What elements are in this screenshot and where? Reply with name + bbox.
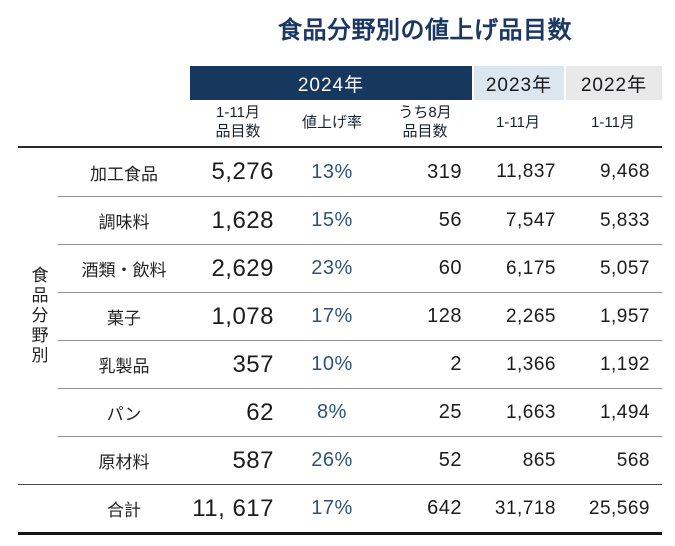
items-2024-cell: 2,629 <box>190 244 286 292</box>
items-2023-cell: 31,718 <box>472 484 564 532</box>
rate-2024-cell: 26% <box>286 436 378 484</box>
items-2023-cell: 11,837 <box>496 161 556 182</box>
category-cell: 加工食品 <box>90 164 158 184</box>
rate-2024-cell: 8% <box>286 388 378 436</box>
items-2023-cell: 1,663 <box>472 388 564 436</box>
items-2024-cell: 587 <box>190 436 286 484</box>
band-spacer <box>18 66 190 100</box>
items-2024-cell: 11, 617 <box>190 484 286 532</box>
aug-2024-cell: 319 <box>427 160 462 183</box>
items-2022-cell: 9,468 <box>599 161 650 182</box>
aug-2024-cell: 25 <box>378 388 472 436</box>
category-cell: 原材料 <box>58 436 190 484</box>
category-cell: 菓子 <box>58 292 190 340</box>
year-band-2024: 2024年 <box>190 66 472 100</box>
rate-2024-cell: 10% <box>286 340 378 388</box>
rate-2024-cell: 13% <box>311 160 353 183</box>
col-header-aug-2024: うち8月 品目数 <box>378 100 472 148</box>
aug-2024-cell: 642 <box>378 484 472 532</box>
aug-2024-cell: 128 <box>378 292 472 340</box>
rate-2024-cell: 23% <box>286 244 378 292</box>
items-2023-cell: 865 <box>472 436 564 484</box>
items-2022-cell: 1,957 <box>564 292 662 340</box>
category-cell: パン <box>58 388 190 436</box>
category-cell: 合計 <box>58 484 190 532</box>
items-2022-cell: 568 <box>564 436 662 484</box>
col-header-items-2023: 1-11月 <box>472 100 564 148</box>
year-band-2022: 2022年 <box>564 66 662 100</box>
items-2023-cell: 7,547 <box>472 196 564 244</box>
page-title: 食品分野別の値上げ品目数 <box>278 17 572 44</box>
col-header-rate-2024: 値上げ率 <box>286 100 378 148</box>
category-cell: 乳製品 <box>58 340 190 388</box>
aug-2024-cell: 52 <box>378 436 472 484</box>
row-group-label: 食品分野別 <box>28 266 48 366</box>
total-row-left-filler <box>18 484 58 532</box>
items-2022-cell: 5,057 <box>564 244 662 292</box>
aug-2024-cell: 2 <box>378 340 472 388</box>
items-2024-cell: 5,276 <box>211 158 274 185</box>
items-2022-cell: 1,192 <box>564 340 662 388</box>
col-header-items-2022: 1-11月 <box>564 100 662 148</box>
items-2024-cell: 62 <box>190 388 286 436</box>
aug-2024-cell: 60 <box>378 244 472 292</box>
items-2024-cell: 357 <box>190 340 286 388</box>
items-2022-cell: 5,833 <box>564 196 662 244</box>
subheader-spacer <box>18 100 190 148</box>
category-cell: 調味料 <box>58 196 190 244</box>
items-2022-cell: 25,569 <box>564 484 662 532</box>
items-2023-cell: 6,175 <box>472 244 564 292</box>
items-2024-cell: 1,628 <box>190 196 286 244</box>
aug-2024-cell: 56 <box>378 196 472 244</box>
category-cell: 酒類・飲料 <box>58 244 190 292</box>
items-2024-cell: 1,078 <box>190 292 286 340</box>
rate-2024-cell: 17% <box>286 484 378 532</box>
rate-2024-cell: 17% <box>286 292 378 340</box>
items-2023-cell: 2,265 <box>472 292 564 340</box>
col-header-items-2024: 1-11月 品目数 <box>190 100 286 148</box>
rate-2024-cell: 15% <box>286 196 378 244</box>
items-2023-cell: 1,366 <box>472 340 564 388</box>
items-2022-cell: 1,494 <box>564 388 662 436</box>
year-band-2023: 2023年 <box>472 66 564 100</box>
price-increase-table: 2024年 2023年 2022年 1-11月 品目数 値上げ率 うち8月 品目… <box>18 66 662 535</box>
